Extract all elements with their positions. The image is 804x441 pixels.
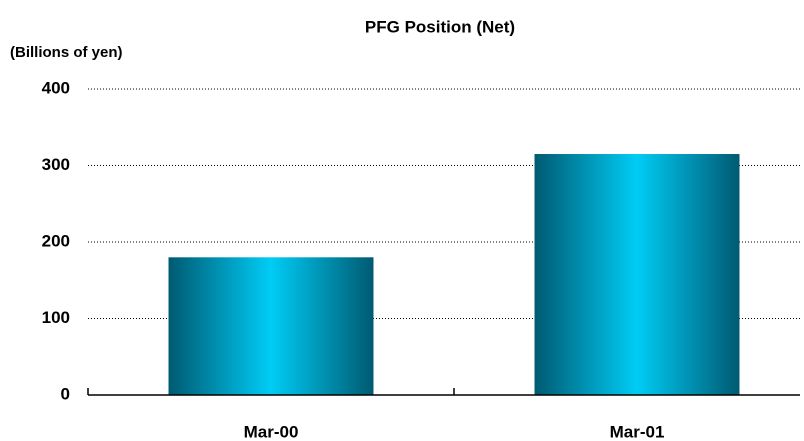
x-tick-label: Mar-00: [244, 422, 299, 441]
y-tick-label: 0: [61, 384, 70, 403]
y-tick-label: 400: [42, 78, 70, 97]
y-tick-label: 200: [42, 231, 70, 250]
bar: [168, 257, 374, 395]
y-axis-label: (Billions of yen): [10, 44, 123, 61]
bar: [534, 154, 740, 395]
x-tick-label: Mar-01: [610, 422, 665, 441]
y-tick-label: 300: [42, 155, 70, 174]
chart-title: PFG Position (Net): [365, 17, 515, 36]
y-tick-label: 100: [42, 308, 70, 327]
